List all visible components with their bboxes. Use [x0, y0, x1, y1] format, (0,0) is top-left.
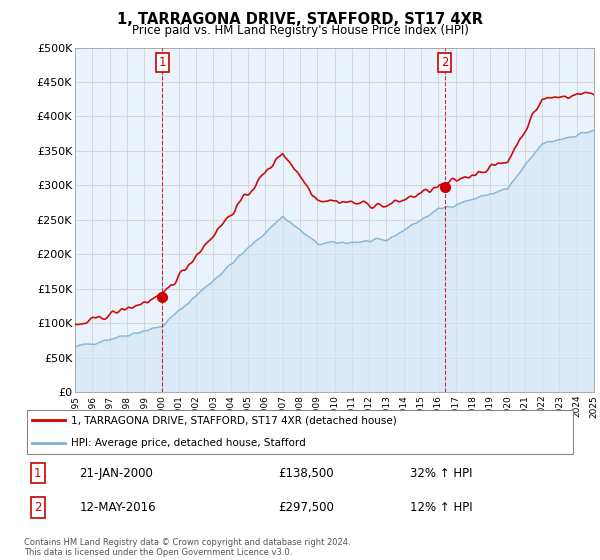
- Text: £297,500: £297,500: [278, 501, 334, 514]
- Text: 21-JAN-2000: 21-JAN-2000: [79, 467, 153, 480]
- Text: 2: 2: [441, 56, 448, 69]
- Text: 1: 1: [159, 56, 166, 69]
- FancyBboxPatch shape: [27, 409, 573, 454]
- Text: 1, TARRAGONA DRIVE, STAFFORD, ST17 4XR: 1, TARRAGONA DRIVE, STAFFORD, ST17 4XR: [117, 12, 483, 27]
- Text: Price paid vs. HM Land Registry's House Price Index (HPI): Price paid vs. HM Land Registry's House …: [131, 24, 469, 36]
- Text: 2: 2: [34, 501, 41, 514]
- Text: 1: 1: [34, 467, 41, 480]
- Text: 12% ↑ HPI: 12% ↑ HPI: [410, 501, 473, 514]
- Text: 12-MAY-2016: 12-MAY-2016: [79, 501, 156, 514]
- Text: £138,500: £138,500: [278, 467, 334, 480]
- Text: 32% ↑ HPI: 32% ↑ HPI: [410, 467, 473, 480]
- Text: Contains HM Land Registry data © Crown copyright and database right 2024.
This d: Contains HM Land Registry data © Crown c…: [24, 538, 350, 557]
- Text: HPI: Average price, detached house, Stafford: HPI: Average price, detached house, Staf…: [71, 438, 305, 448]
- Text: 1, TARRAGONA DRIVE, STAFFORD, ST17 4XR (detached house): 1, TARRAGONA DRIVE, STAFFORD, ST17 4XR (…: [71, 416, 397, 426]
